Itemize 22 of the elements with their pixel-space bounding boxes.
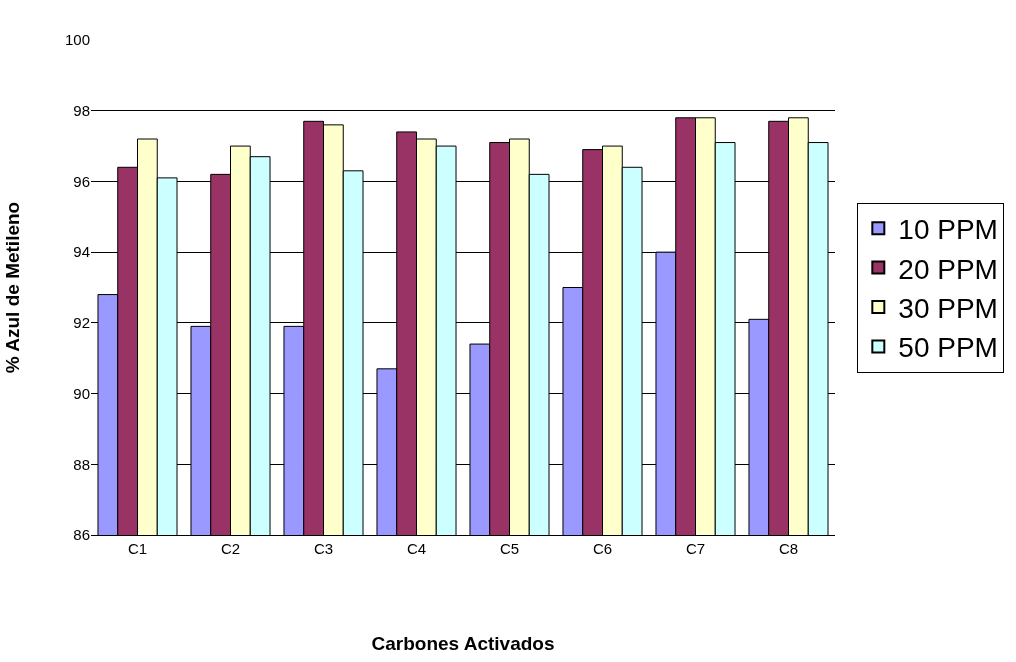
y-axis-title: % Azul de Metileno [1, 201, 23, 374]
legend-label: 10 PPM [898, 214, 998, 246]
x-tick-label: C5 [499, 540, 520, 557]
x-tick-label: C3 [313, 540, 334, 557]
x-tick-label: C7 [685, 540, 706, 557]
y-tick-label: 86 [73, 526, 90, 544]
x-tick-label: C1 [127, 540, 148, 557]
y-tick-label: 98 [73, 101, 90, 119]
x-tick-label: C4 [406, 540, 427, 557]
x-tick-label: C6 [592, 540, 613, 557]
y-tick-label: 96 [73, 172, 90, 190]
y-tick-label: 100 [64, 31, 90, 49]
legend-label: 50 PPM [898, 332, 998, 364]
y-tick-label: 90 [73, 384, 90, 402]
x-axis-title: Carbones Activados [371, 632, 555, 654]
y-tick-label: 88 [73, 455, 90, 473]
y-tick-label: 92 [73, 314, 90, 332]
x-tick-label: C8 [778, 540, 799, 557]
x-tick-label: C2 [220, 540, 241, 557]
legend-label: 20 PPM [898, 253, 998, 285]
legend-label: 30 PPM [898, 292, 998, 324]
y-tick-label: 94 [73, 243, 90, 261]
